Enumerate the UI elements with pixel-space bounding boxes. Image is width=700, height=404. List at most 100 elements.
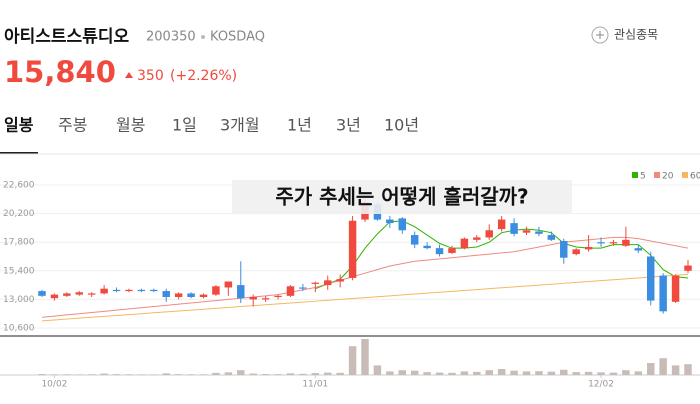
- candle-body: [150, 289, 158, 292]
- period-tabs: 일봉 주봉 월봉 1일 3개월 1년 3년 10년: [4, 116, 419, 135]
- volume-bar: [659, 358, 667, 375]
- candle-body: [199, 294, 208, 298]
- legend-swatch: [682, 172, 688, 178]
- volume-bar: [75, 374, 83, 375]
- candle-body: [87, 293, 96, 295]
- candle-body: [497, 219, 506, 230]
- candle-body: [187, 293, 195, 298]
- volume-bar: [597, 372, 605, 375]
- period-tab[interactable]: 월봉: [116, 116, 145, 135]
- volume-bar: [249, 373, 257, 375]
- change-percent: (+2.26%): [170, 68, 237, 84]
- volume-bar: [100, 373, 108, 375]
- volume-bar: [311, 373, 320, 375]
- candle-body: [112, 289, 121, 292]
- y-tick-label: 10,600: [3, 324, 35, 334]
- candle-body: [597, 242, 605, 244]
- volume-bar: [609, 372, 618, 375]
- y-tick-label: 17,800: [3, 238, 35, 248]
- candle-body: [560, 241, 568, 258]
- candle-body: [100, 288, 108, 294]
- candle-body: [324, 280, 332, 286]
- candle-body: [50, 294, 59, 299]
- volume-bar: [398, 370, 406, 375]
- volume-bar: [150, 374, 158, 375]
- candle-body: [38, 291, 46, 296]
- legend-label: 5: [640, 172, 646, 182]
- plus-icon: [591, 26, 609, 44]
- volume-bar: [336, 372, 344, 375]
- candle-body: [299, 287, 307, 289]
- volume-bar: [522, 371, 531, 375]
- volume-bar: [460, 371, 469, 375]
- volume-bar: [671, 365, 680, 375]
- candle-body: [75, 292, 83, 295]
- candle-body: [684, 265, 692, 271]
- change: 350: [137, 68, 164, 84]
- candle-body: [659, 275, 667, 312]
- plus-sign: [596, 31, 604, 39]
- price: 15,840: [4, 55, 116, 89]
- stock-name: 아티스트스튜디오: [4, 27, 129, 47]
- volume-bar: [410, 370, 419, 375]
- edge-fade: [684, 27, 700, 45]
- period-tab[interactable]: 주봉: [58, 116, 87, 135]
- volume-bar: [485, 370, 493, 375]
- candle-body: [249, 297, 257, 300]
- volume-bar: [547, 371, 556, 375]
- volume-bar: [584, 371, 593, 375]
- volume-bar: [448, 372, 456, 375]
- volume-bar: [63, 374, 71, 375]
- volume-bar: [237, 370, 245, 375]
- candle-body: [137, 289, 146, 292]
- candle-body: [237, 285, 245, 299]
- volume-bar: [261, 374, 270, 375]
- candle-body: [212, 286, 220, 295]
- period-tab[interactable]: 1년: [287, 116, 312, 135]
- legend-label: 60: [690, 172, 700, 182]
- volume-bar: [647, 363, 655, 375]
- volume-bar: [535, 371, 543, 375]
- volume-bar: [162, 373, 170, 375]
- candle-body: [125, 289, 133, 292]
- volume-bar: [560, 369, 568, 375]
- candle-body: [386, 219, 394, 224]
- candle-body: [460, 238, 469, 249]
- candle-body: [423, 245, 431, 249]
- legend-swatch: [654, 172, 660, 178]
- period-tab[interactable]: 3년: [336, 116, 361, 135]
- period-tab[interactable]: 10년: [384, 116, 419, 135]
- volume-bar: [622, 370, 630, 375]
- candle-body: [286, 286, 295, 296]
- period-tab[interactable]: 3개월: [220, 116, 260, 135]
- volume-bar: [473, 371, 481, 375]
- period-tab[interactable]: 1일: [172, 116, 197, 135]
- volume-bar: [212, 372, 220, 375]
- volume-bar: [572, 372, 580, 375]
- volume-bar: [87, 374, 96, 375]
- chart: 10,600 13,000 15,400 17,800 20,200 22,600 10/0…: [0, 153, 700, 390]
- watch-label[interactable]: 관심종목: [614, 28, 658, 42]
- candle-body: [336, 279, 344, 282]
- volume-bar: [38, 374, 46, 375]
- period-tab[interactable]: 일봉: [4, 116, 34, 135]
- candle-body: [522, 230, 531, 233]
- candle-body: [647, 256, 655, 301]
- candle-body: [572, 249, 580, 255]
- volume-bar: [348, 346, 357, 375]
- legend-swatch: [632, 172, 638, 178]
- candle-body: [224, 281, 233, 288]
- watch-button[interactable]: 관심종목: [591, 26, 658, 44]
- candle-body: [435, 248, 444, 255]
- candle-body: [671, 275, 680, 302]
- volume-bar: [286, 373, 295, 375]
- candle-body: [63, 293, 71, 296]
- volume-bar: [174, 374, 183, 375]
- volume-bar: [497, 369, 506, 375]
- candle-body: [510, 223, 518, 234]
- volume-bar: [510, 370, 518, 375]
- volume-bar: [435, 372, 444, 375]
- candle-body: [448, 248, 456, 253]
- stock-code: 200350: [146, 30, 196, 45]
